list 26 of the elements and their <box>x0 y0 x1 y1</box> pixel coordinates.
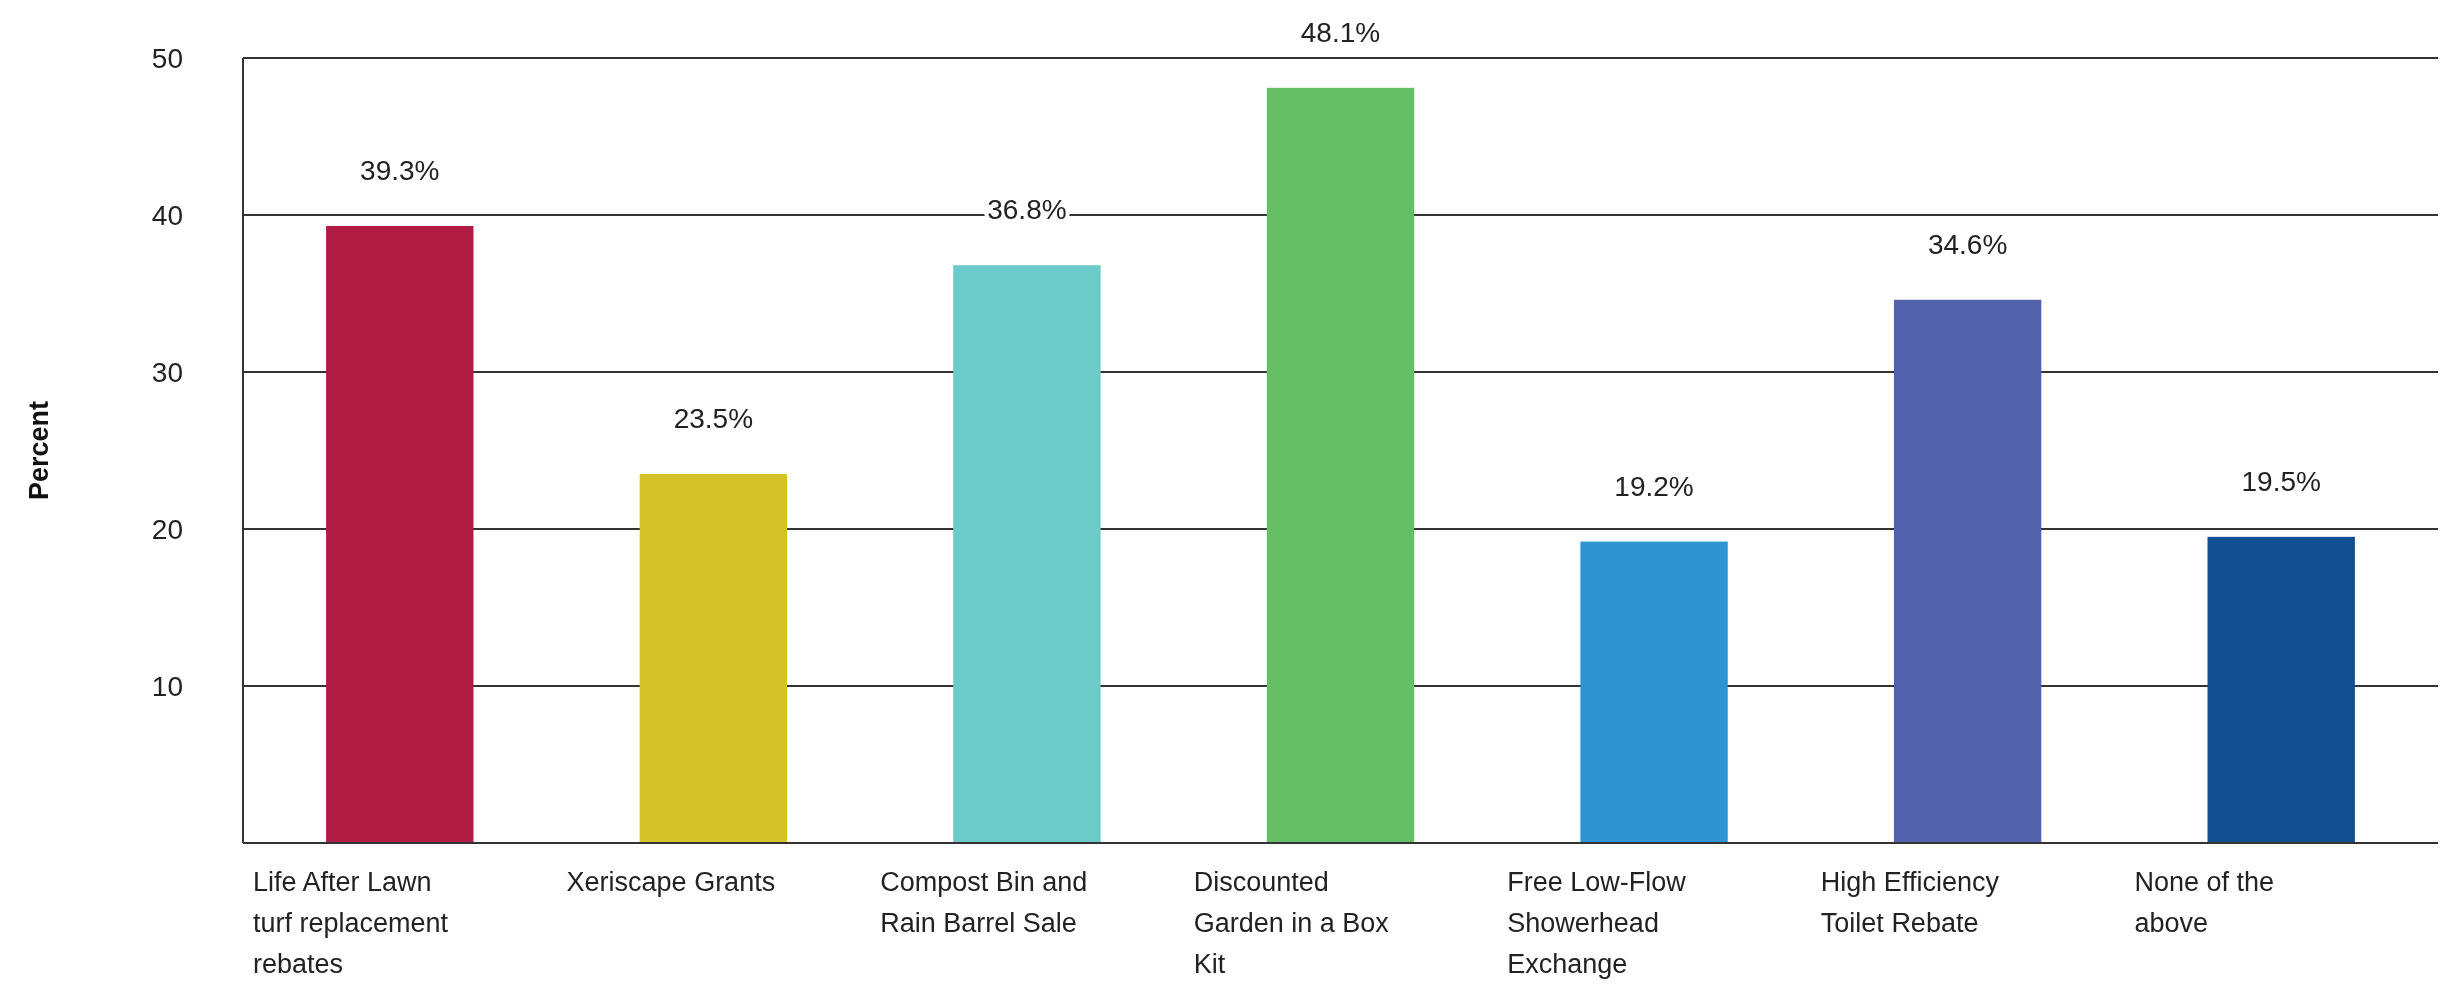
x-tick-label: High Efficiency Toilet Rebate <box>1820 867 2000 938</box>
data-label: 19.2% <box>1614 470 1694 502</box>
y-tick-label: 10 <box>151 670 183 702</box>
data-label: 48.1% <box>1300 16 1381 48</box>
bar <box>1893 299 2042 843</box>
bar <box>1266 87 1415 843</box>
y-tick-label: 20 <box>151 513 183 545</box>
y-axis-title: Percent <box>24 400 54 501</box>
data-label: 19.5% <box>2241 465 2321 497</box>
bar <box>639 474 788 843</box>
data-label: 34.6% <box>1927 228 2008 260</box>
bar <box>326 225 474 843</box>
x-tick-label: None of the above <box>2134 867 2275 938</box>
x-tick-label: Free Low-Flow Showerhead Exchange <box>1507 867 1687 979</box>
y-tick-label: 40 <box>151 199 183 231</box>
bar <box>1580 541 1728 843</box>
bar <box>953 265 1101 843</box>
data-label: 39.3% <box>360 154 440 186</box>
x-tick-label: Xeriscape Grants <box>566 867 776 897</box>
data-label: 23.5% <box>673 403 754 435</box>
x-tick-label: Discounted Garden in a Box Kit <box>1193 867 1390 979</box>
y-tick-label: 30 <box>151 356 183 388</box>
x-tick-label: Life After Lawn turf replacement rebates <box>253 867 449 979</box>
bar <box>2207 536 2355 843</box>
x-tick-label: Compost Bin and Rain Barrel Sale <box>880 867 1088 938</box>
y-tick-label: 50 <box>151 42 183 74</box>
